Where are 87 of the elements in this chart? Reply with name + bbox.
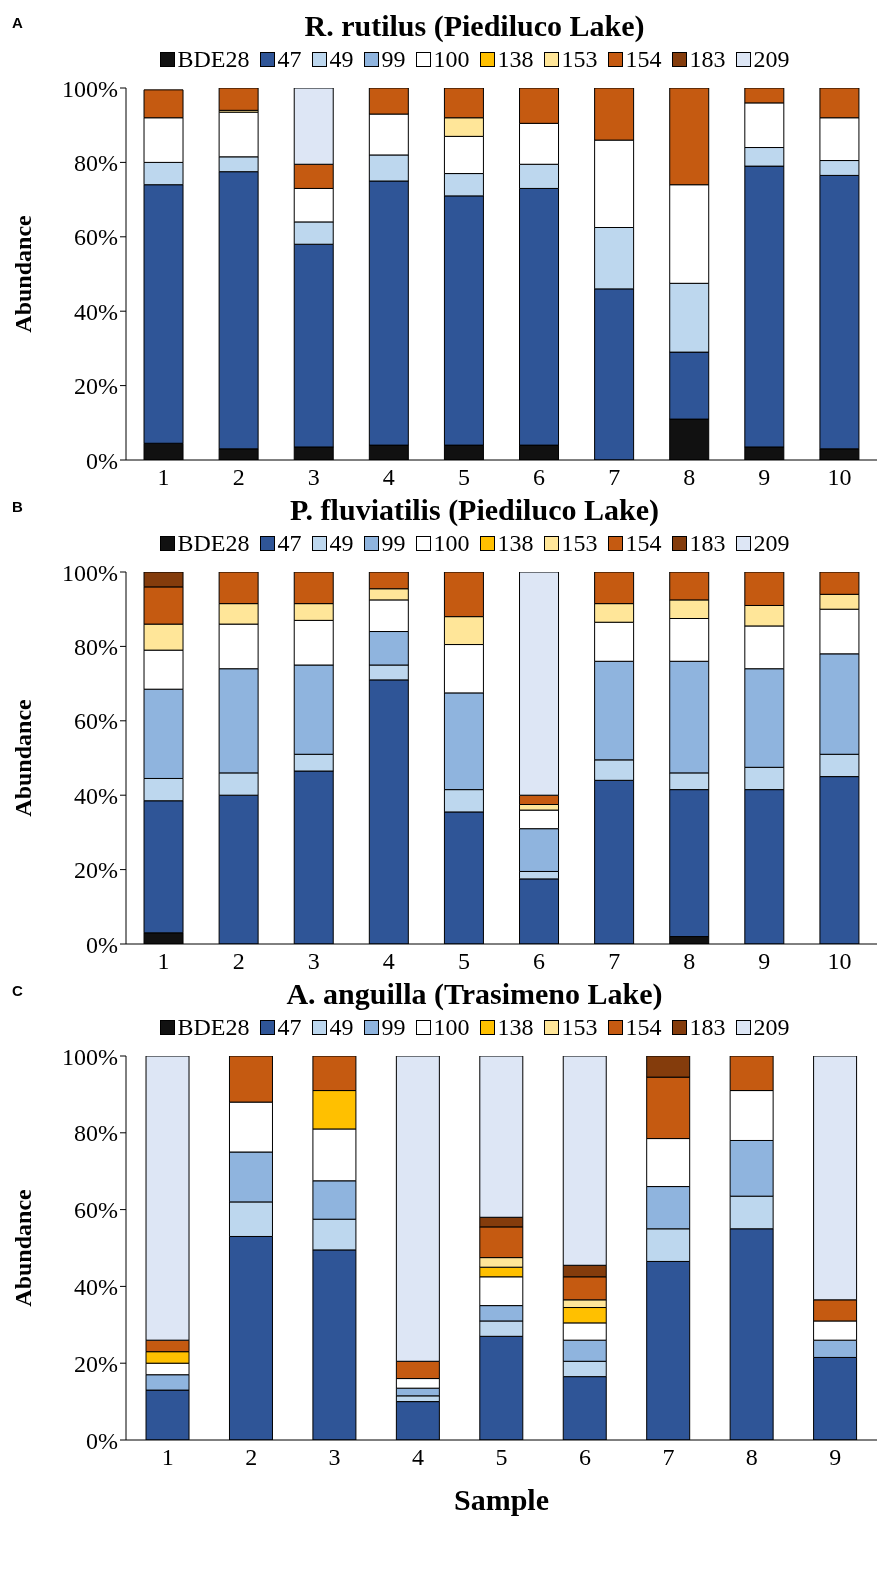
x-tick-label: 8 <box>683 948 696 975</box>
legend-label: 49 <box>329 529 354 557</box>
legend-label: 100 <box>433 529 470 557</box>
y-tick-label: 0% <box>86 447 118 474</box>
x-tick-label: 4 <box>382 948 395 975</box>
x-tick-label: 3 <box>307 464 320 491</box>
chart-title: R. rutilus (Piediluco Lake) <box>304 9 645 42</box>
legend-label: 138 <box>497 1013 534 1041</box>
legend-label: 209 <box>753 45 790 73</box>
x-axis-title: Sample <box>453 1483 550 1516</box>
legend-label: 153 <box>561 529 598 557</box>
legend-label: 154 <box>625 45 662 73</box>
legend-label: 47 <box>277 45 302 73</box>
legend-label: 183 <box>689 1013 726 1041</box>
legend-label: 153 <box>561 1013 598 1041</box>
y-axis-title: Abundance <box>9 1188 36 1307</box>
x-tick-label: 10 <box>827 948 852 975</box>
x-tick-label: 5 <box>457 948 470 975</box>
y-tick-label: 20% <box>74 857 118 884</box>
x-tick-label: 6 <box>533 464 546 491</box>
text: C <box>12 982 23 999</box>
x-tick-label: 6 <box>533 948 546 975</box>
legend-label: BDE28 <box>177 529 250 557</box>
x-tick-label: 9 <box>758 464 771 491</box>
x-tick-label: 9 <box>829 1444 842 1471</box>
legend-label: 138 <box>497 45 534 73</box>
legend-label: 138 <box>497 529 534 557</box>
legend-label: 100 <box>433 45 470 73</box>
x-tick-label: 8 <box>683 464 696 491</box>
legend-label: 99 <box>381 529 406 557</box>
y-tick-label: 20% <box>74 1350 118 1377</box>
legend-label: 209 <box>753 529 790 557</box>
y-tick-label: 60% <box>74 224 118 251</box>
legend-label: 153 <box>561 45 598 73</box>
x-tick-label: 2 <box>232 948 245 975</box>
legend-label: 154 <box>625 1013 662 1041</box>
legend-label: 154 <box>625 529 662 557</box>
x-tick-label: 3 <box>328 1444 341 1471</box>
y-axis-title: Abundance <box>9 698 36 817</box>
text: A <box>12 14 23 31</box>
x-tick-label: 7 <box>662 1444 675 1471</box>
chart-title: A. anguilla (Trasimeno Lake) <box>286 977 663 1010</box>
x-tick-label: 2 <box>245 1444 258 1471</box>
chart-title: P. fluviatilis (Piediluco Lake) <box>290 493 659 526</box>
x-tick-label: 5 <box>495 1444 508 1471</box>
legend-label: 183 <box>689 45 726 73</box>
legend-label: 49 <box>329 45 354 73</box>
y-tick-label: 0% <box>86 931 118 958</box>
x-tick-label: 8 <box>745 1444 758 1471</box>
x-tick-label: 1 <box>157 464 170 491</box>
y-tick-label: 40% <box>74 782 118 809</box>
y-tick-label: 60% <box>74 1197 118 1224</box>
legend-label: 99 <box>381 1013 406 1041</box>
y-tick-label: 0% <box>86 1427 118 1454</box>
text: B <box>12 498 23 515</box>
x-tick-label: 6 <box>578 1444 591 1471</box>
y-tick-label: 100% <box>62 75 118 102</box>
x-tick-label: 7 <box>608 948 621 975</box>
legend-label: 47 <box>277 1013 302 1041</box>
legend-label: 100 <box>433 1013 470 1041</box>
x-tick-label: 7 <box>608 464 621 491</box>
y-tick-label: 40% <box>74 1273 118 1300</box>
x-tick-label: 1 <box>157 948 170 975</box>
x-tick-label: 10 <box>827 464 852 491</box>
y-tick-label: 80% <box>74 149 118 176</box>
legend-label: BDE28 <box>177 1013 250 1041</box>
x-tick-label: 3 <box>307 948 320 975</box>
y-tick-label: 40% <box>74 298 118 325</box>
x-tick-label: 1 <box>161 1444 174 1471</box>
y-tick-label: 100% <box>62 1043 118 1070</box>
x-tick-label: 9 <box>758 948 771 975</box>
legend-label: 209 <box>753 1013 790 1041</box>
y-tick-label: 20% <box>74 373 118 400</box>
x-tick-label: 4 <box>382 464 395 491</box>
legend-label: 183 <box>689 529 726 557</box>
y-tick-label: 80% <box>74 1120 118 1147</box>
y-tick-label: 100% <box>62 559 118 586</box>
legend-label: 47 <box>277 529 302 557</box>
x-tick-label: 5 <box>457 464 470 491</box>
legend-label: 99 <box>381 45 406 73</box>
x-tick-label: 2 <box>232 464 245 491</box>
x-tick-label: 4 <box>412 1444 425 1471</box>
y-axis-title: Abundance <box>9 214 36 333</box>
y-tick-label: 60% <box>74 708 118 735</box>
legend-label: BDE28 <box>177 45 250 73</box>
y-tick-label: 80% <box>74 633 118 660</box>
legend-label: 49 <box>329 1013 354 1041</box>
